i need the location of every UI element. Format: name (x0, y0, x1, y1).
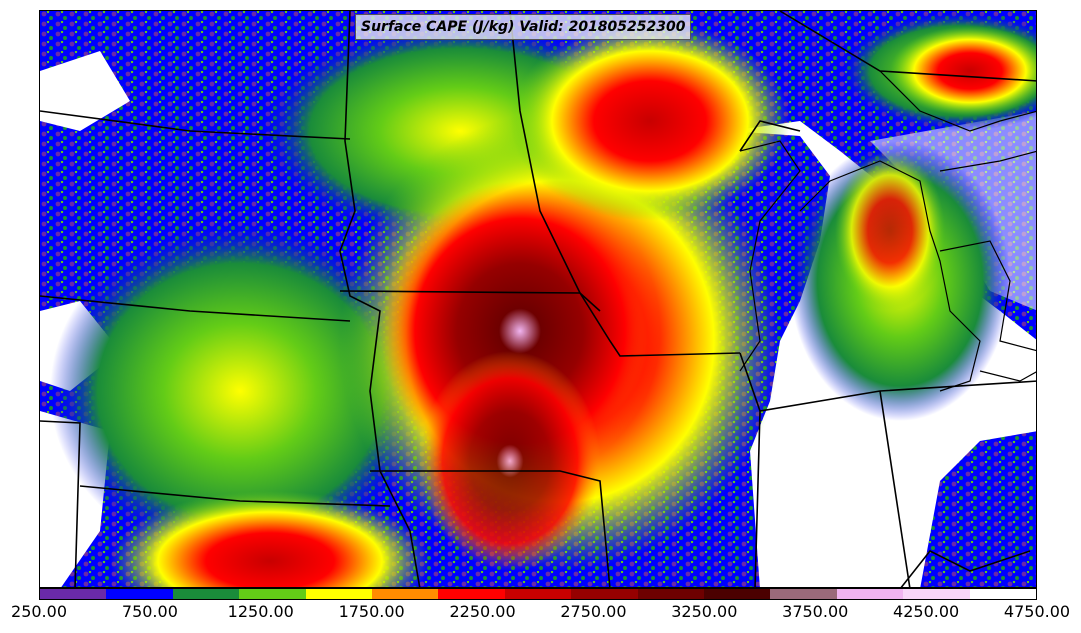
colorbar-tick-label: 2750.00 (560, 602, 627, 621)
colorbar-tick-label: 250.00 (11, 602, 67, 621)
colorbar-tick-label: 1750.00 (338, 602, 405, 621)
colorbar-swatch-10 (704, 589, 771, 599)
colorbar-swatch-7 (504, 589, 572, 599)
colorbar-tick-label: 2250.00 (449, 602, 516, 621)
map-frame (39, 10, 1037, 588)
colorbar-swatch-14 (969, 589, 1037, 599)
lake-shorelines (739, 70, 1036, 392)
colorbar-tick-label: 4750.00 (1003, 602, 1071, 621)
colorbar-swatch-11 (770, 589, 837, 599)
colorbar-swatch-0 (40, 589, 107, 599)
colorbar-swatch-5 (372, 589, 439, 599)
colorbar-tick-label: 3250.00 (671, 602, 738, 621)
colorbar-swatch-1 (106, 589, 173, 599)
high-cape-core-south (420, 351, 600, 571)
colorbar-tick-label: 3750.00 (782, 602, 849, 621)
colorbar-swatch-13 (903, 589, 970, 599)
colorbar-swatch-3 (239, 589, 306, 599)
colorbar-swatch-2 (172, 589, 240, 599)
colorbar (39, 588, 1037, 600)
colorbar-tick-label: 750.00 (121, 602, 178, 621)
northwest-white-streaks (40, 51, 130, 391)
michigan-red-arc (835, 151, 945, 311)
colorbar-swatch-6 (438, 589, 505, 599)
colorbar-swatch-12 (836, 589, 904, 599)
southwest-red-band (110, 491, 430, 587)
colorbar-tick-labels: 250.00 750.00 1250.00 1750.00 2250.00 2750.00… (0, 600, 1081, 624)
colorbar-swatch-4 (305, 589, 373, 599)
colorbar-tick-label: 1250.00 (227, 602, 294, 621)
map-title: Surface CAPE (J/kg) Valid: 201805252300 (355, 14, 692, 40)
ne-red-band (890, 26, 1036, 116)
cape-map (40, 11, 1036, 587)
colorbar-swatch-8 (571, 589, 638, 599)
colorbar-tick-label: 4250.00 (893, 602, 960, 621)
colorbar-swatch-9 (637, 589, 705, 599)
state-boundaries (40, 11, 1036, 587)
north-red-band (510, 21, 790, 221)
